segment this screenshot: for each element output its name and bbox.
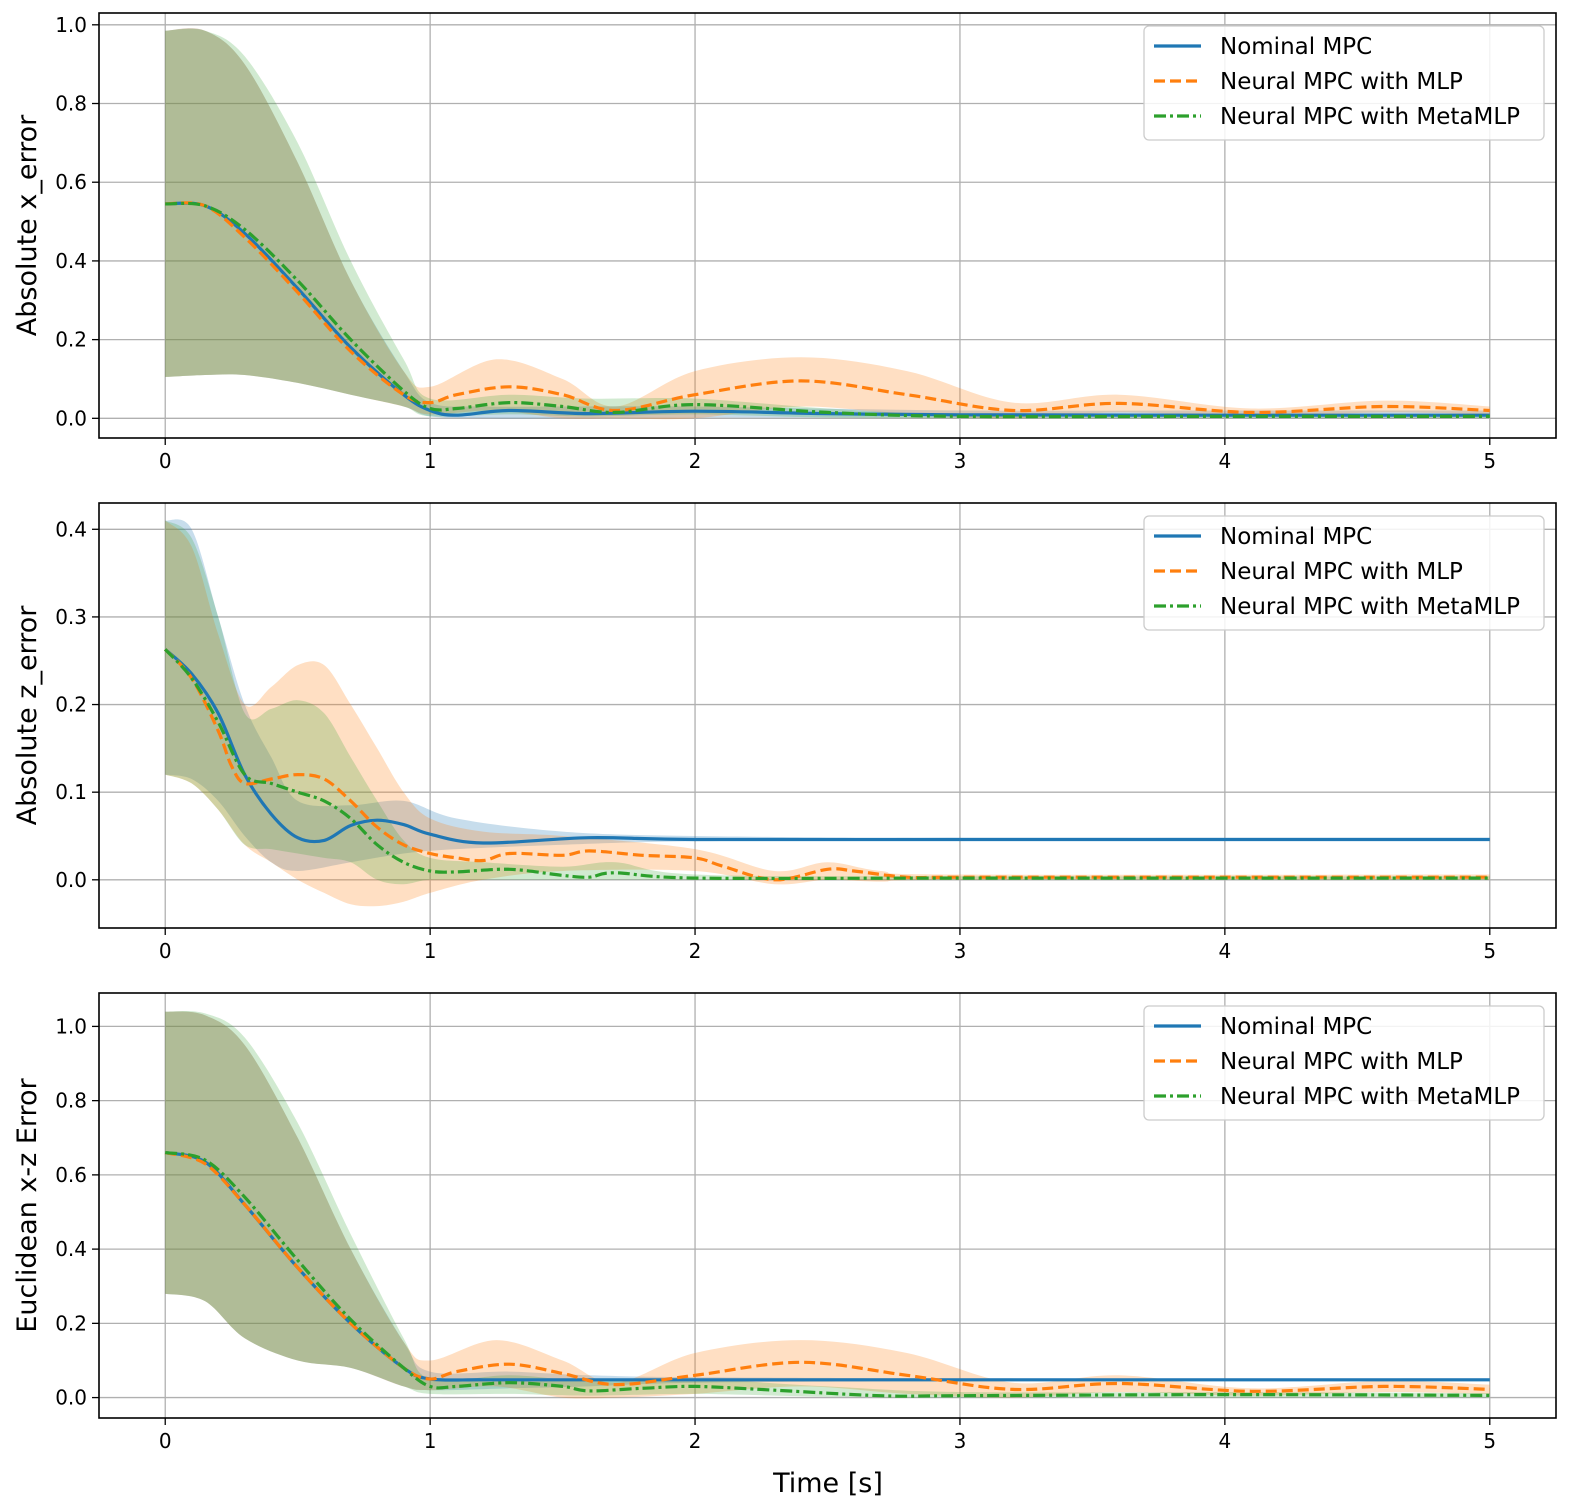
chart-panel-1: 0 1 2 3 4 5 0.0 0.2 0.4 0.6 0.8 1.0 Absolute x_error… [12,12,1557,473]
series-line-2 [165,201,1490,415]
ticks: 0 1 2 3 4 5 0.0 0.2 0.4 0.6 0.8 1.0 [55,13,1496,473]
x-tick-label: 3 [954,939,967,963]
x-tick-label: 5 [1483,1429,1496,1453]
x-tick-label: 1 [424,1429,437,1453]
y-tick-label: 0.6 [55,1163,87,1187]
y-tick-label: 0.0 [55,1386,87,1410]
band-dashdot-series-3 [165,520,1490,885]
legend-label-3: Neural MPC with MetaMLP [1220,1084,1520,1110]
series-line-1 [164,648,1490,845]
series-line-3 [165,201,1490,419]
x-tick-label: 2 [689,449,702,473]
band-dashed-series-2 [165,520,1490,907]
y-tick-label: 0.4 [55,517,87,541]
band-dashed-series-2 [165,1011,1490,1399]
y-tick-label: 0.4 [55,249,87,273]
y-axis-label: Euclidean x-z Error [12,1077,43,1332]
y-tick-label: 0.6 [55,170,87,194]
legend-box [1143,1005,1545,1121]
x-tick-label: 0 [159,939,172,963]
band-solid-series-1 [165,519,1490,871]
band-dashdot-series-3 [165,28,1490,419]
legend-box [1143,25,1545,141]
x-tick-label: 0 [159,1429,172,1453]
y-tick-label: 0.0 [55,406,87,430]
legend-label-1: Nominal MPC [1220,524,1372,550]
series-line-3 [164,1151,1490,1398]
axes-frame [98,12,1557,439]
legend-label-1: Nominal MPC [1220,1014,1372,1040]
y-tick-label: 1.0 [55,1014,87,1038]
plot-area [165,28,1490,420]
x-tick-label: 4 [1218,449,1231,473]
chart-panel-3: 0 1 2 3 4 5 0.0 0.2 0.4 0.6 0.8 1.0 Euclidean x-z Er… [12,992,1557,1453]
y-tick-label: 0.2 [55,693,87,717]
x-tick-label: 3 [954,449,967,473]
charts-container: 0 1 2 3 4 5 0.0 0.2 0.4 0.6 0.8 1.0 Absolute x_error… [12,12,1557,1453]
y-tick-label: 0.3 [55,605,87,629]
x-tick-label: 0 [159,449,172,473]
axes-frame [98,502,1557,929]
ticks: 0 1 2 3 4 5 0.0 0.1 0.2 0.3 0.4 [55,517,1496,963]
ticks: 0 1 2 3 4 5 0.0 0.2 0.4 0.6 0.8 1.0 [55,1014,1496,1453]
x-tick-label: 5 [1483,449,1496,473]
legend: Nominal MPC Neural MPC with MLP Neural MPC… [1143,25,1545,141]
y-tick-label: 0.2 [55,328,87,352]
y-axis-label: Absolute z_error [12,605,43,826]
legend-label-3: Neural MPC with MetaMLP [1220,104,1520,130]
series-line-2 [164,1151,1490,1393]
figure-x-axis-label: Time [s] [772,1468,883,1499]
legend-label-2: Neural MPC with MLP [1220,1049,1463,1075]
legend-label-2: Neural MPC with MLP [1220,69,1463,95]
legend-box [1143,515,1545,631]
x-tick-label: 2 [689,939,702,963]
y-tick-label: 0.1 [55,780,87,804]
plot-area [164,1010,1490,1399]
band-solid-series-1 [165,1011,1490,1391]
series-line-1 [165,201,1490,417]
x-tick-label: 4 [1218,939,1231,963]
legend-label-1: Nominal MPC [1220,34,1372,60]
x-tick-label: 1 [424,449,437,473]
x-tick-label: 3 [954,1429,967,1453]
y-tick-label: 0.8 [55,92,87,116]
x-tick-label: 4 [1218,1429,1231,1453]
y-axis-label: Absolute x_error [12,114,43,336]
y-tick-label: 0.8 [55,1089,87,1113]
axes-frame [98,992,1557,1419]
band-dashed-series-2 [165,28,1490,420]
y-tick-label: 0.4 [55,1237,87,1261]
x-tick-label: 1 [424,939,437,963]
series-line-3 [164,648,1490,881]
x-tick-label: 5 [1483,939,1496,963]
x-tick-label: 2 [689,1429,702,1453]
legend: Nominal MPC Neural MPC with MLP Neural MPC… [1143,515,1545,631]
band-solid-series-1 [165,28,1490,419]
chart-panel-2: 0 1 2 3 4 5 0.0 0.1 0.2 0.3 0.4 Absolute z_error Nom… [12,502,1557,963]
legend: Nominal MPC Neural MPC with MLP Neural MPC… [1143,1005,1545,1121]
band-dashdot-series-3 [165,1010,1490,1398]
y-tick-label: 1.0 [55,13,87,37]
legend-label-3: Neural MPC with MetaMLP [1220,594,1520,620]
legend-label-2: Neural MPC with MLP [1220,559,1463,585]
y-tick-label: 0.0 [55,868,87,892]
y-tick-label: 0.2 [55,1311,87,1335]
plot-area [164,519,1490,907]
